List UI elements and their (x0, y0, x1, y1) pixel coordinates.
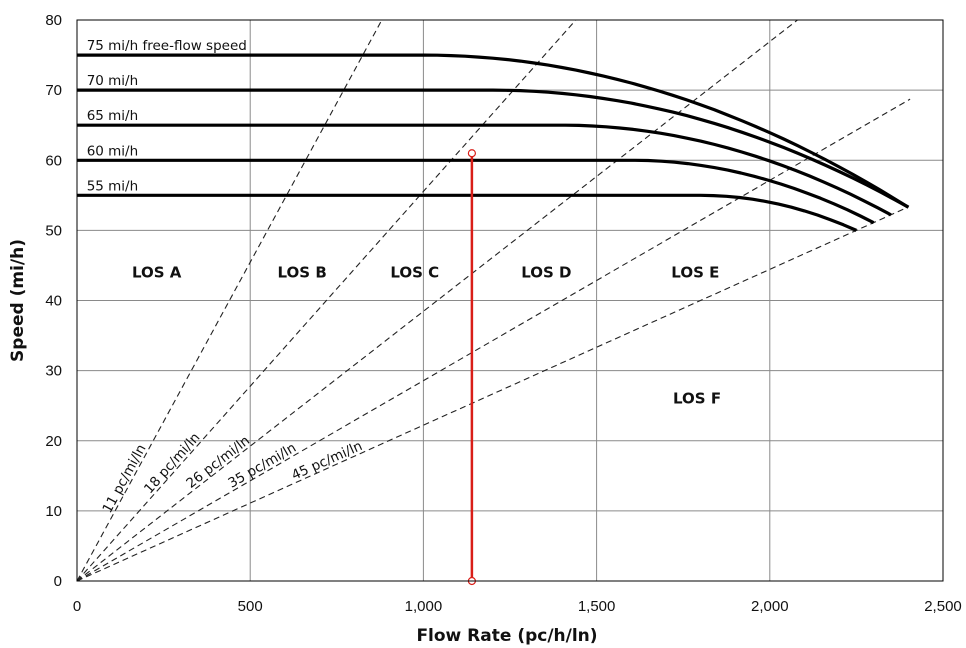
y-tick-label: 40 (45, 293, 62, 310)
curve-label: 65 mi/h (87, 108, 138, 124)
y-tick-label: 70 (45, 82, 62, 99)
density-line (76, 98, 911, 582)
speed-flow-curve (77, 158, 875, 225)
curve-label: 60 mi/h (87, 143, 138, 159)
plot-frame (76, 19, 944, 582)
speed-flow-curve (77, 193, 858, 232)
y-tick-label: 50 (45, 222, 62, 239)
density-line (76, 206, 909, 582)
y-tick-label: 80 (45, 12, 62, 29)
grid (77, 20, 943, 581)
x-tick-label: 2,000 (751, 598, 789, 615)
x-tick-label: 1,000 (405, 598, 443, 615)
y-tick-label: 0 (54, 573, 62, 590)
x-axis-title: Flow Rate (pc/h/ln) (416, 626, 597, 646)
speed-flow-curve (77, 123, 892, 217)
speed-flow-curve (77, 53, 910, 209)
x-tick-label: 2,500 (924, 598, 962, 615)
y-axis-title: Speed (mi/h) (8, 239, 28, 362)
curve-label: 70 mi/h (87, 73, 138, 89)
los-region-label: LOS A (132, 263, 182, 281)
speed-flow-curves (77, 53, 910, 232)
y-tick-label: 60 (45, 152, 62, 169)
marker-line (467, 149, 476, 586)
los-region-label: LOS C (390, 263, 439, 281)
density-line (76, 19, 577, 582)
y-tick-label: 10 (45, 503, 62, 520)
x-tick-label: 1,500 (578, 598, 616, 615)
los-region-label: LOS D (521, 263, 571, 281)
curve-label: 55 mi/h (87, 178, 138, 194)
los-region-label: LOS F (673, 390, 721, 408)
curve-label: 75 mi/h free-flow speed (87, 38, 247, 54)
density-line (76, 19, 383, 582)
los-region-label: LOS E (671, 263, 719, 281)
speed-flow-curve (77, 88, 910, 209)
marker-top-point (467, 149, 476, 158)
los-region-label: LOS B (278, 263, 327, 281)
x-tick-label: 500 (238, 598, 263, 615)
density-line-label: 11 pc/mi/ln (99, 442, 149, 516)
density-line-label: 45 pc/mi/ln (289, 438, 365, 484)
x-tick-label: 0 (73, 598, 81, 615)
y-tick-label: 30 (45, 363, 62, 380)
y-tick-label: 20 (45, 433, 62, 450)
tick-labels: 0 10 20 30 40 50 60 70 80 0 500 1,000 1,500 2,000 2,50… (45, 12, 961, 615)
